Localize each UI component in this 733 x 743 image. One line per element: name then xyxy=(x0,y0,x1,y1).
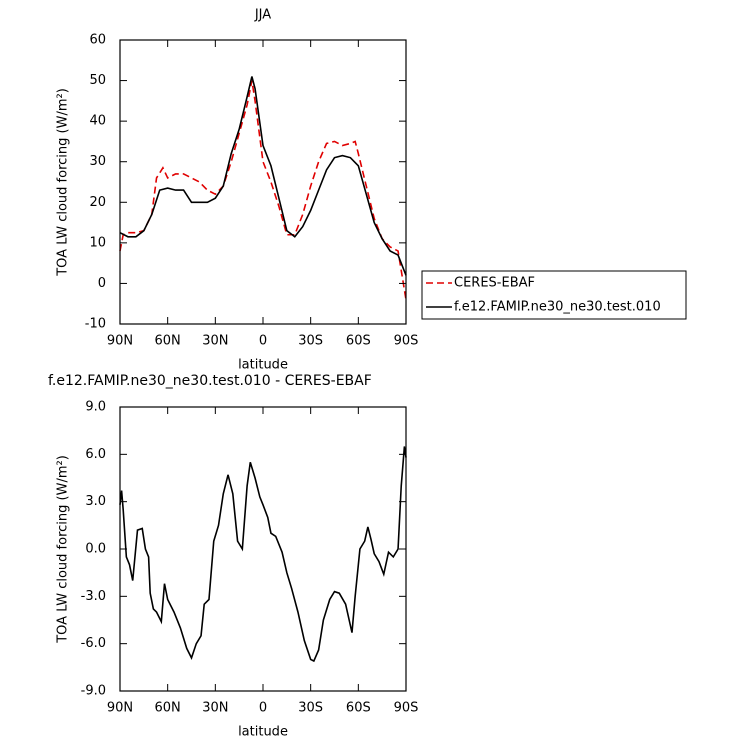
x-tick-label: 90N xyxy=(107,701,133,716)
y-tick-label: -6.0 xyxy=(81,636,106,651)
y-tick-label: 3.0 xyxy=(85,494,106,509)
y-tick-label: 0.0 xyxy=(85,542,106,557)
legend-label: CERES-EBAF xyxy=(454,276,535,291)
x-tick-label: 0 xyxy=(259,334,267,349)
x-tick-label: 60S xyxy=(346,701,371,716)
legend-label: f.e12.FAMIP.ne30_ne30.test.010 xyxy=(454,300,661,315)
y-tick-label: 50 xyxy=(89,73,106,88)
x-tick-label: 60S xyxy=(346,334,371,349)
y-axis-label: TOA LW cloud forcing (W/m²) xyxy=(56,88,71,277)
y-tick-label: 30 xyxy=(89,154,106,169)
x-tick-label: 30S xyxy=(298,334,323,349)
y-tick-label: 40 xyxy=(89,114,106,129)
x-tick-label: 0 xyxy=(259,701,267,716)
plot-frame xyxy=(119,406,407,692)
y-axis-label: TOA LW cloud forcing (W/m²) xyxy=(56,455,71,644)
y-tick-label: -3.0 xyxy=(81,589,106,604)
x-axis-label: latitude xyxy=(238,358,288,373)
x-tick-label: 30S xyxy=(298,701,323,716)
chart-title: f.e12.FAMIP.ne30_ne30.test.010 - CERES-E… xyxy=(48,373,372,389)
y-tick-label: 10 xyxy=(89,235,106,250)
chart-title: JJA xyxy=(254,8,271,23)
y-tick-label: -9.0 xyxy=(81,684,106,699)
data-line xyxy=(119,80,407,300)
x-tick-label: 30N xyxy=(202,701,228,716)
data-line xyxy=(119,446,407,663)
y-tick-label: 9.0 xyxy=(85,400,106,415)
y-tick-label: 20 xyxy=(89,195,106,210)
y-tick-label: 6.0 xyxy=(85,447,106,462)
y-tick-label: 60 xyxy=(89,33,106,48)
legend-box xyxy=(421,270,687,320)
y-tick-label: 0 xyxy=(98,276,106,291)
data-line xyxy=(119,76,407,276)
x-tick-label: 30N xyxy=(202,334,228,349)
x-tick-label: 60N xyxy=(155,701,181,716)
x-tick-label: 90S xyxy=(394,334,419,349)
x-tick-label: 90N xyxy=(107,334,133,349)
x-axis-label: latitude xyxy=(238,725,288,740)
x-tick-label: 90S xyxy=(394,701,419,716)
y-tick-label: -10 xyxy=(85,317,106,332)
x-tick-label: 60N xyxy=(155,334,181,349)
